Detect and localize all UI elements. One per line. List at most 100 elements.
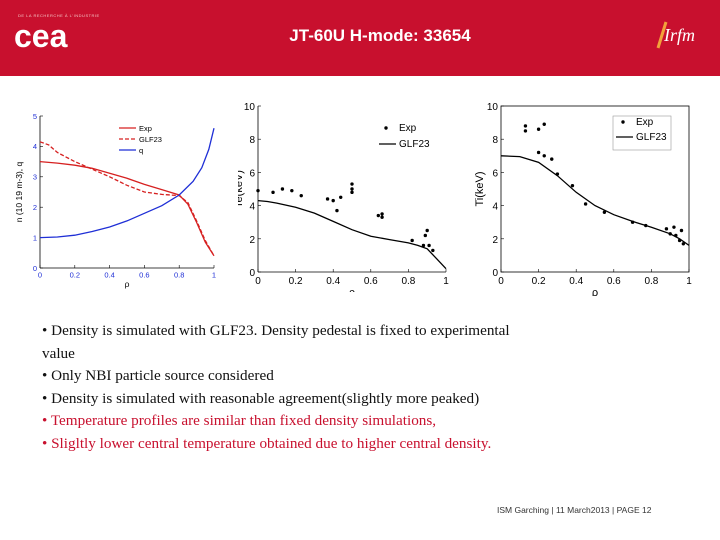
legend-label: Exp bbox=[636, 117, 654, 128]
x-tick-label: 1 bbox=[443, 276, 449, 287]
y-tick-label: 0 bbox=[33, 264, 37, 273]
x-tick-label: 1 bbox=[686, 276, 692, 287]
data-point bbox=[664, 227, 669, 231]
x-tick-label: 0.2 bbox=[70, 271, 80, 280]
data-point bbox=[423, 233, 428, 238]
y-tick-label: 6 bbox=[249, 168, 255, 179]
data-point bbox=[299, 193, 303, 198]
plot-frame bbox=[500, 105, 690, 273]
data-point bbox=[271, 190, 275, 195]
data-point bbox=[350, 187, 354, 191]
x-tick-label: 0.6 bbox=[607, 276, 621, 287]
x-axis-label: ρ bbox=[592, 287, 598, 296]
data-point bbox=[380, 215, 384, 219]
series-line bbox=[39, 160, 215, 257]
y-tick-label: 4 bbox=[33, 142, 37, 151]
y-tick-label: 8 bbox=[249, 135, 255, 146]
bullet-line-highlight: • Sligltly lower central temperature obt… bbox=[42, 434, 492, 452]
legend-label: GLF23 bbox=[636, 132, 667, 143]
y-axis-label: n (10 19 m-3), q bbox=[14, 161, 24, 222]
data-point bbox=[290, 188, 294, 193]
footer-date: 11 March2013 bbox=[555, 505, 610, 515]
data-point bbox=[350, 182, 354, 186]
x-tick-label: 0.8 bbox=[644, 276, 658, 287]
y-tick-label: 2 bbox=[249, 235, 255, 246]
y-tick-label: 10 bbox=[487, 102, 499, 113]
x-tick-label: 0.8 bbox=[401, 276, 415, 287]
x-tick-label: 0 bbox=[38, 271, 42, 280]
data-point bbox=[350, 190, 354, 195]
data-point bbox=[421, 243, 426, 248]
x-tick-label: 0.6 bbox=[364, 276, 378, 287]
data-point bbox=[376, 213, 381, 218]
y-tick-label: 2 bbox=[33, 203, 37, 212]
series-line bbox=[39, 128, 215, 239]
footer: ISM Garching | 11 March2013 | PAGE 12 bbox=[497, 505, 652, 515]
data-point bbox=[550, 157, 554, 161]
x-tick-label: 0.2 bbox=[289, 276, 303, 287]
series-line bbox=[257, 199, 447, 270]
data-point bbox=[325, 197, 330, 201]
density-q-plot: 0 0.2 0.4 0.6 0.8 1 0 1 2 3 4 5 ρ n (10 19 m-3), q Exp… bbox=[14, 112, 216, 289]
data-point bbox=[339, 195, 343, 199]
y-tick-label: 0 bbox=[492, 268, 498, 279]
y-axis-label: Ti(keV) bbox=[475, 171, 486, 206]
bullet-line: • Density is simulated with reasonable a… bbox=[42, 389, 480, 407]
data-point bbox=[681, 242, 686, 246]
data-point bbox=[583, 202, 588, 206]
y-axis-label: Te(keV) bbox=[238, 170, 245, 208]
legend-label: Exp bbox=[139, 124, 152, 133]
data-point bbox=[431, 248, 435, 253]
legend-label: Exp bbox=[399, 123, 417, 134]
legend-marker bbox=[621, 120, 625, 124]
data-point bbox=[410, 238, 414, 243]
x-axis-label: ρ bbox=[349, 287, 355, 292]
x-axis-label: ρ bbox=[125, 279, 130, 289]
data-point bbox=[523, 124, 528, 128]
y-tick-label: 2 bbox=[492, 235, 498, 246]
data-point bbox=[536, 127, 541, 131]
x-tick-label: 0 bbox=[255, 276, 261, 287]
data-point bbox=[427, 243, 431, 248]
data-point bbox=[380, 212, 384, 216]
y-tick-label: 8 bbox=[492, 135, 498, 146]
bullet-line-highlight: • Temperature profiles are similar than … bbox=[42, 412, 437, 430]
legend-marker bbox=[384, 126, 388, 130]
x-tick-label: 0.6 bbox=[139, 271, 149, 280]
y-tick-label: 0 bbox=[249, 268, 255, 279]
data-point bbox=[523, 129, 528, 133]
data-point bbox=[425, 228, 429, 233]
data-point bbox=[536, 150, 541, 155]
irfm-logo-text: Irfm bbox=[663, 25, 695, 45]
y-tick-label: 1 bbox=[33, 233, 37, 242]
x-tick-label: 0.8 bbox=[174, 271, 184, 280]
footer-page: PAGE 12 bbox=[616, 505, 652, 515]
data-point bbox=[280, 187, 285, 191]
irfm-logo-swoosh bbox=[656, 21, 668, 49]
bullet-list: • Density is simulated with GLF23. Densi… bbox=[42, 320, 682, 456]
data-point bbox=[602, 210, 607, 214]
footer-venue: ISM Garching bbox=[497, 505, 549, 515]
bullet-line: • Density is simulated with GLF23. Densi… bbox=[42, 322, 510, 339]
page-title: JT-60U H-mode: 33654 bbox=[289, 26, 471, 45]
y-tick-label: 5 bbox=[33, 112, 37, 121]
x-tick-label: 0.4 bbox=[569, 276, 583, 287]
legend-label: GLF23 bbox=[399, 139, 430, 150]
y-tick-label: 4 bbox=[249, 202, 255, 213]
data-point bbox=[542, 122, 546, 126]
data-point bbox=[542, 154, 546, 158]
header-tagline: DE LA RECHERCHE À L'INDUSTRIE bbox=[18, 13, 100, 18]
data-point bbox=[570, 183, 575, 188]
y-tick-label: 4 bbox=[492, 202, 498, 213]
legend-label: GLF23 bbox=[139, 135, 162, 144]
data-point bbox=[672, 225, 676, 229]
series-line bbox=[39, 141, 215, 257]
x-tick-label: 1 bbox=[212, 271, 216, 280]
data-point bbox=[331, 198, 335, 203]
x-tick-label: 0.2 bbox=[532, 276, 546, 287]
data-point bbox=[679, 228, 684, 233]
irfm-logo: Irfm bbox=[652, 14, 712, 54]
bullet-line: value bbox=[42, 344, 75, 362]
